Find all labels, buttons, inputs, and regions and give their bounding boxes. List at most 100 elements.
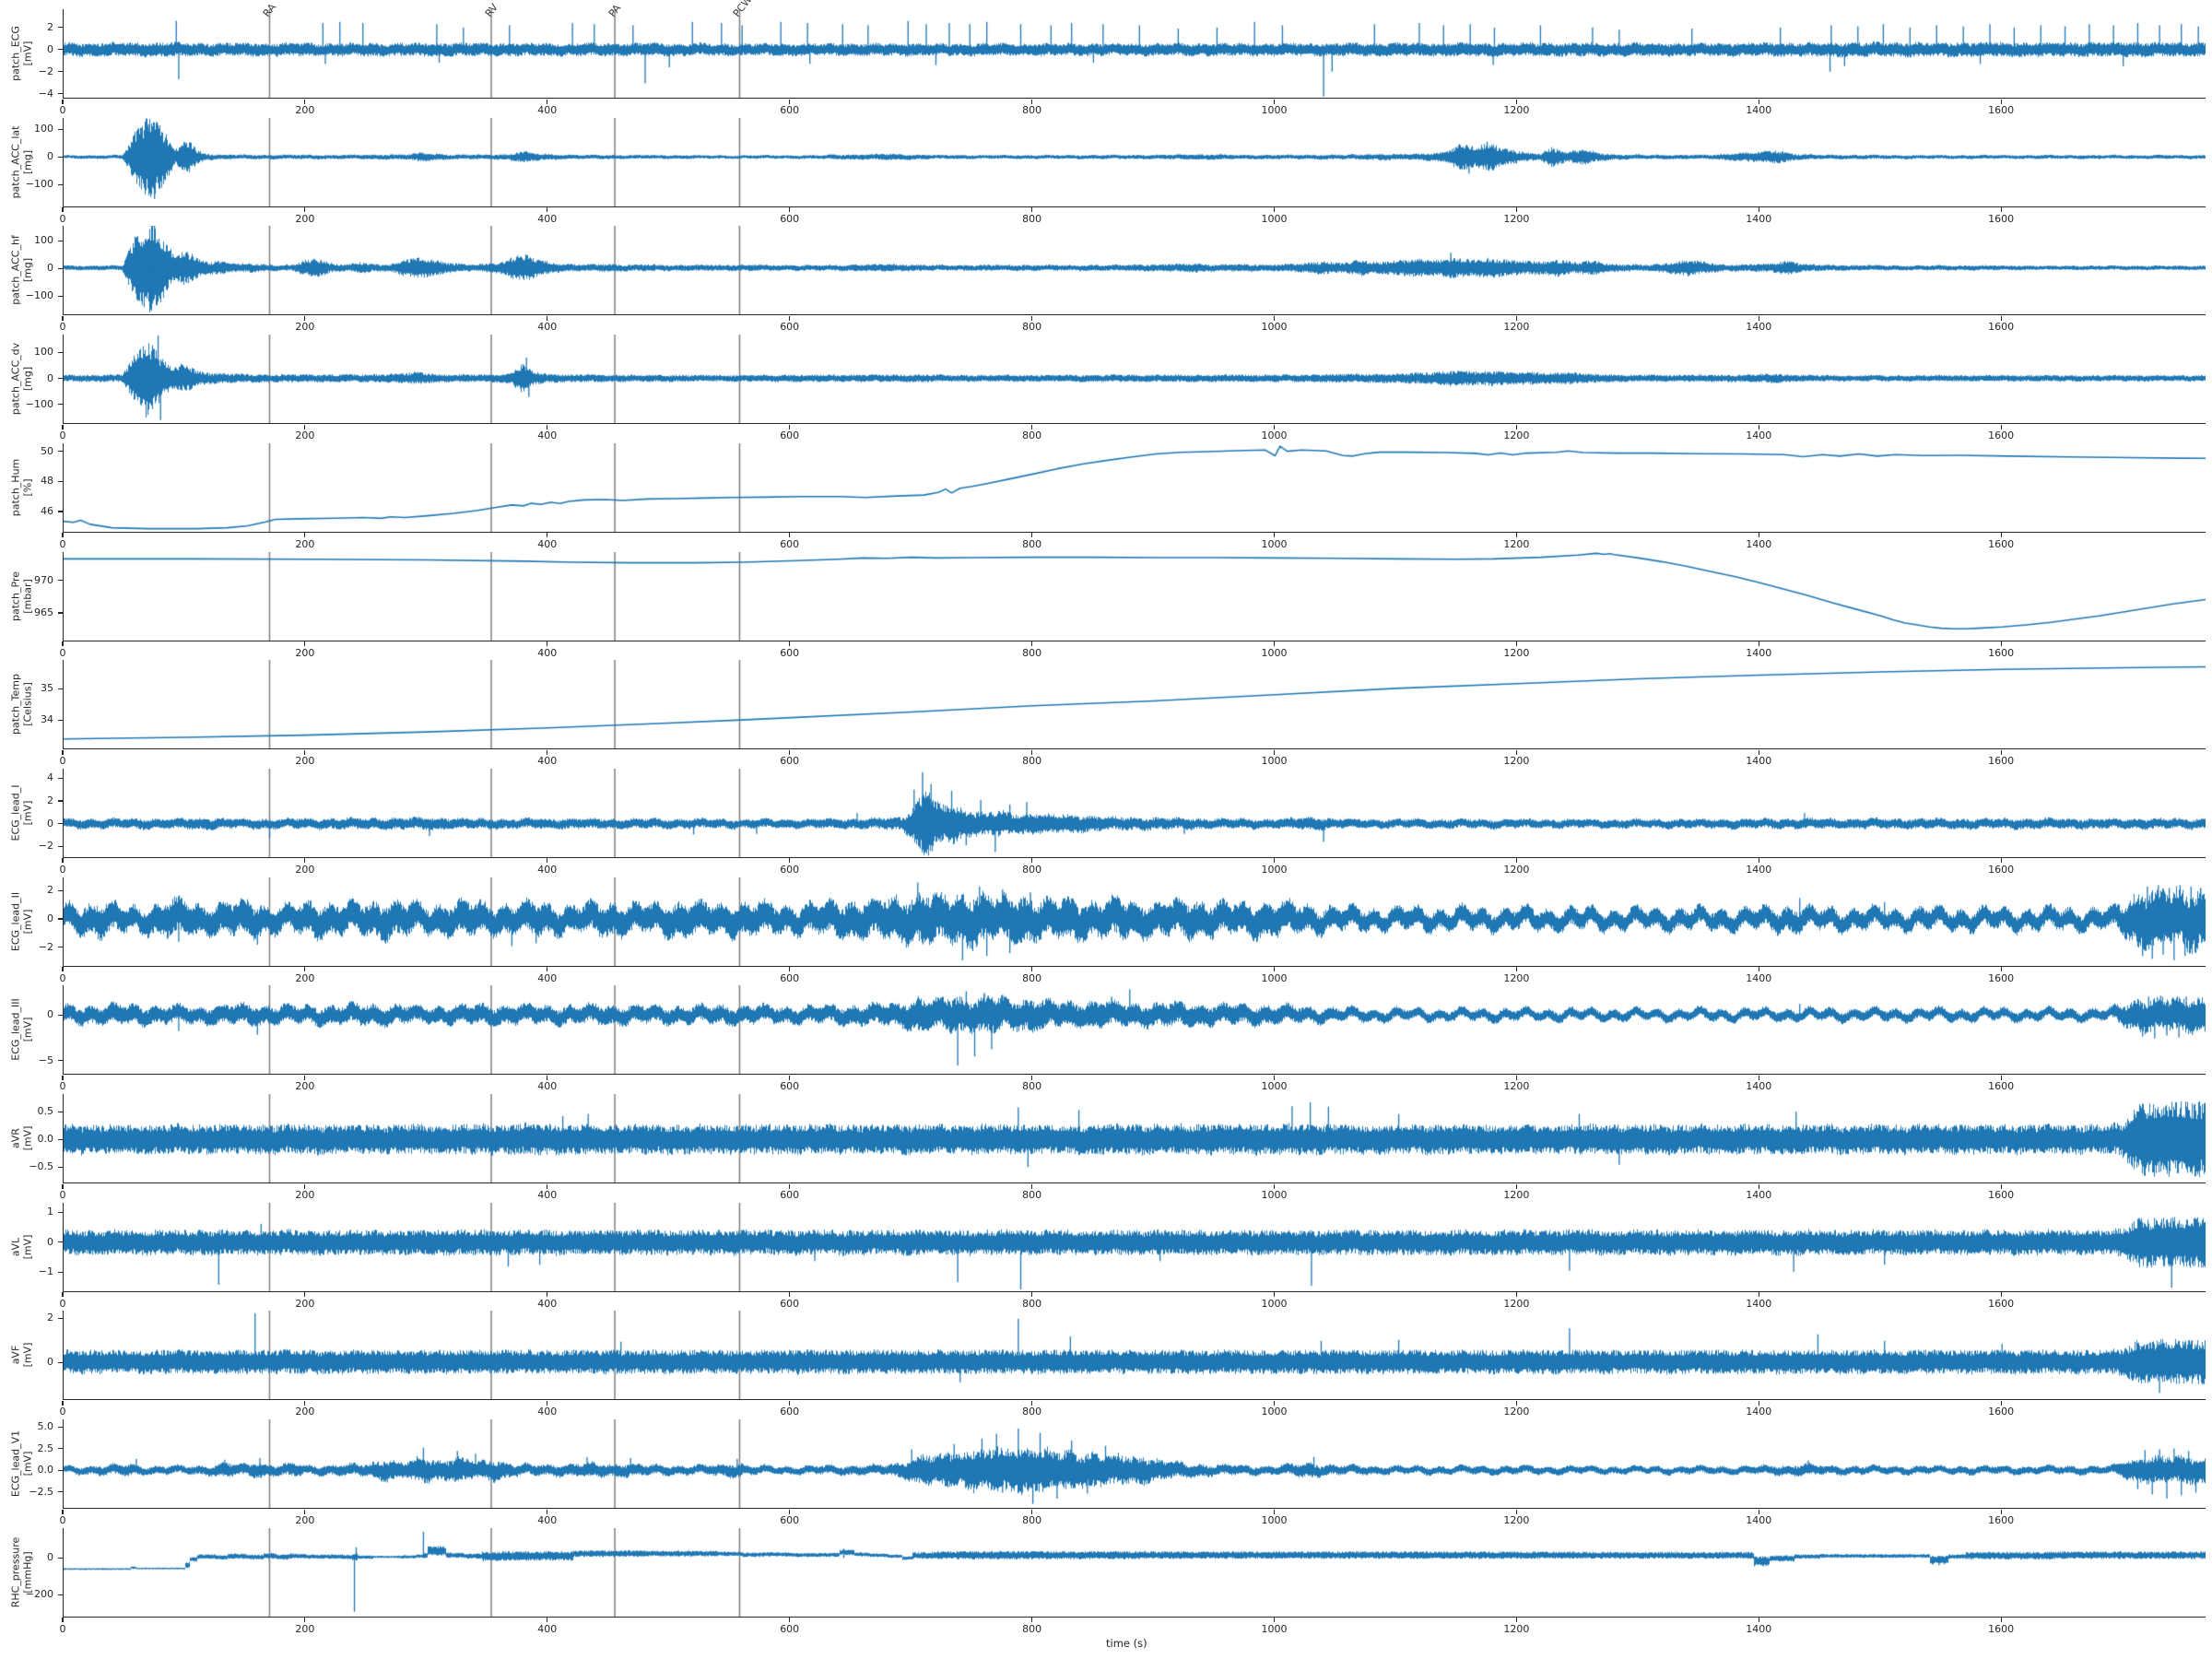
x-tick-label: 800 xyxy=(1022,429,1042,442)
x-tick-label: 400 xyxy=(537,1297,558,1310)
x-tick-label: 1400 xyxy=(1746,863,1772,876)
x-tickmark xyxy=(62,315,64,321)
trace-canvas-RHC_pressure xyxy=(64,1527,2206,1617)
x-tickmark xyxy=(789,641,791,646)
x-tick-label: 0 xyxy=(59,212,66,225)
panel-patch_Temp xyxy=(63,660,2206,750)
x-tick-label: 600 xyxy=(780,1189,800,1201)
y-axis-label-name: patch_ACC_dv xyxy=(9,342,22,416)
x-tickmark xyxy=(62,533,64,538)
x-tickmark xyxy=(1030,749,1033,755)
x-tick-label: 1200 xyxy=(1503,1406,1530,1418)
x-tick-label: 1200 xyxy=(1503,1514,1530,1527)
y-tickmark xyxy=(58,1426,63,1428)
x-tickmark xyxy=(62,1509,64,1514)
x-tickmark xyxy=(1030,1400,1033,1406)
y-axis-label-name: ECG_lead_II xyxy=(9,891,22,951)
x-tick-label: 1400 xyxy=(1746,212,1772,225)
x-tick-label: 800 xyxy=(1022,1297,1042,1310)
panel-ECG_lead_II xyxy=(63,877,2206,967)
y-axis-label-unit: [%] xyxy=(21,478,33,497)
y-tickmark xyxy=(58,1557,63,1559)
x-tickmark xyxy=(304,1292,306,1298)
y-tickmark xyxy=(58,918,63,920)
x-tickmark xyxy=(62,858,64,864)
x-tick-label: 400 xyxy=(537,863,558,876)
y-tickmark xyxy=(58,1469,63,1471)
y-tickmark xyxy=(58,295,63,297)
x-tickmark xyxy=(789,424,791,429)
x-tick-label: 1600 xyxy=(1988,863,2015,876)
panel-ECG_lead_V1 xyxy=(63,1419,2206,1510)
x-tickmark xyxy=(304,315,306,321)
x-tickmark xyxy=(1030,99,1033,104)
x-tickmark xyxy=(304,533,306,538)
y-tick-label: 100 xyxy=(34,123,53,135)
x-tickmark xyxy=(789,207,791,213)
x-tickmark xyxy=(2000,1618,2002,1623)
x-tick-label: 200 xyxy=(295,1080,315,1093)
x-tick-label: 1400 xyxy=(1746,1189,1772,1201)
x-tickmark xyxy=(789,1509,791,1514)
x-tickmark xyxy=(304,1618,306,1623)
x-tickmark xyxy=(1273,424,1276,429)
y-tickmark xyxy=(58,156,63,158)
x-tick-label: 1400 xyxy=(1746,971,1772,984)
x-tick-label: 600 xyxy=(780,1622,800,1635)
x-tick-label: 600 xyxy=(780,646,800,659)
x-tick-label: 1600 xyxy=(1988,104,2015,116)
y-tickmark xyxy=(58,480,63,482)
y-axis-label-ECG_lead_I: ECG_lead_I [mV] xyxy=(10,784,34,841)
y-tick-label: −2 xyxy=(38,840,53,853)
x-tickmark xyxy=(1273,1400,1276,1406)
y-axis-label-ECG_lead_III: ECG_lead_III [mV] xyxy=(10,999,34,1061)
trace-canvas-aVR xyxy=(64,1094,2206,1182)
x-tickmark xyxy=(789,533,791,538)
x-tick-label: 600 xyxy=(780,104,800,116)
y-tick-label: 35 xyxy=(41,682,53,695)
x-tick-label: 400 xyxy=(537,1622,558,1635)
x-tick-label: 800 xyxy=(1022,537,1042,550)
y-tick-label: 0.0 xyxy=(37,1464,54,1477)
x-tick-label: 1000 xyxy=(1261,755,1288,768)
x-tickmark xyxy=(1273,207,1276,213)
x-tick-label: 400 xyxy=(537,971,558,984)
x-tickmark xyxy=(2000,858,2002,864)
x-tick-label: 1400 xyxy=(1746,646,1772,659)
x-tickmark xyxy=(1030,967,1033,972)
x-tick-label: 1000 xyxy=(1261,429,1288,442)
x-tickmark xyxy=(1273,1183,1276,1189)
panel-ECG_lead_I xyxy=(63,768,2206,858)
y-tick-label: 0.0 xyxy=(37,1133,54,1146)
x-tickmark xyxy=(789,99,791,104)
y-tick-label: 48 xyxy=(41,475,53,488)
x-tick-label: 1200 xyxy=(1503,646,1530,659)
x-tick-label: 1200 xyxy=(1503,429,1530,442)
x-tick-label: 1400 xyxy=(1746,537,1772,550)
y-tick-label: 0 xyxy=(47,817,53,830)
x-tick-label: 1000 xyxy=(1261,104,1288,116)
y-axis-label-unit: [Celsius] xyxy=(21,682,33,726)
panel-aVF xyxy=(63,1311,2206,1401)
y-axis-label-patch_Temp: patch_Temp [Celsius] xyxy=(9,674,34,735)
y-tickmark xyxy=(58,1166,63,1168)
x-tickmark xyxy=(789,1618,791,1623)
y-tickmark xyxy=(58,1060,63,1062)
x-tickmark xyxy=(789,315,791,321)
x-tickmark xyxy=(1273,1618,1276,1623)
x-tick-label: 400 xyxy=(537,429,558,442)
x-tick-label: 1600 xyxy=(1988,755,2015,768)
y-axis-label-name: patch_Temp xyxy=(9,674,22,735)
y-tickmark xyxy=(58,1211,63,1213)
y-axis-label-unit: [mV] xyxy=(21,41,33,66)
y-axis-label-name: RHC_pressure xyxy=(9,1536,22,1608)
y-tickmark xyxy=(58,1138,63,1140)
x-tickmark xyxy=(789,1400,791,1406)
y-axis-label-patch_Hum: patch_Hum [%] xyxy=(10,459,34,517)
y-tickmark xyxy=(58,71,63,73)
x-tick-label: 800 xyxy=(1022,212,1042,225)
x-tick-label: 200 xyxy=(295,1514,315,1527)
x-tick-label: 1600 xyxy=(1988,429,2015,442)
x-tickmark xyxy=(304,1400,306,1406)
y-tickmark xyxy=(58,93,63,95)
